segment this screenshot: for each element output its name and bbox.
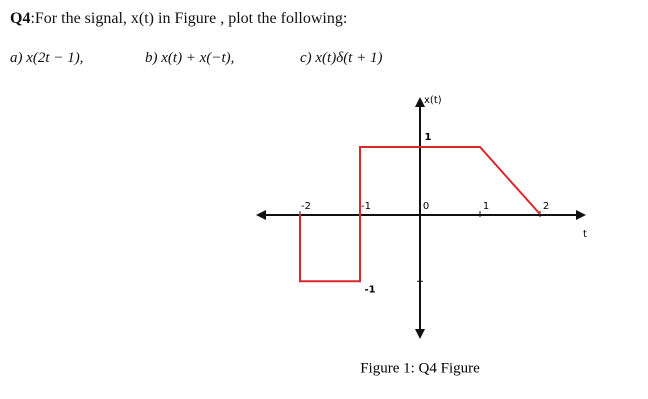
signal-line xyxy=(299,146,541,283)
arrow xyxy=(415,97,425,107)
question: Q4:For the signal, x(t) in Figure , plot… xyxy=(10,10,347,28)
x-tick-label: -1 xyxy=(361,201,371,212)
x-tick-label: 2 xyxy=(543,201,549,212)
arrow xyxy=(256,210,266,220)
question-label: Q4 xyxy=(10,10,31,27)
caption: Figure 1: Q4 Figure xyxy=(360,360,480,376)
part: b) x(t) + x(−t), xyxy=(145,50,235,66)
x-tick-label: 1 xyxy=(483,201,489,212)
question-prompt: :For the signal, x(t) in Figure , plot t… xyxy=(30,10,348,27)
y-tick-label: -1 xyxy=(364,284,375,295)
part: c) x(t)δ(t + 1) xyxy=(300,50,383,66)
y-tick-label: 1 xyxy=(425,132,432,143)
x-tick-label: 0 xyxy=(423,201,429,212)
part: a) x(2t − 1), xyxy=(10,50,84,66)
x-tick-label: -2 xyxy=(301,201,311,212)
arrow xyxy=(576,210,586,220)
x-axis-label: t xyxy=(583,229,587,240)
arrow xyxy=(415,329,425,339)
y-axis-label: x(t) xyxy=(424,95,442,106)
